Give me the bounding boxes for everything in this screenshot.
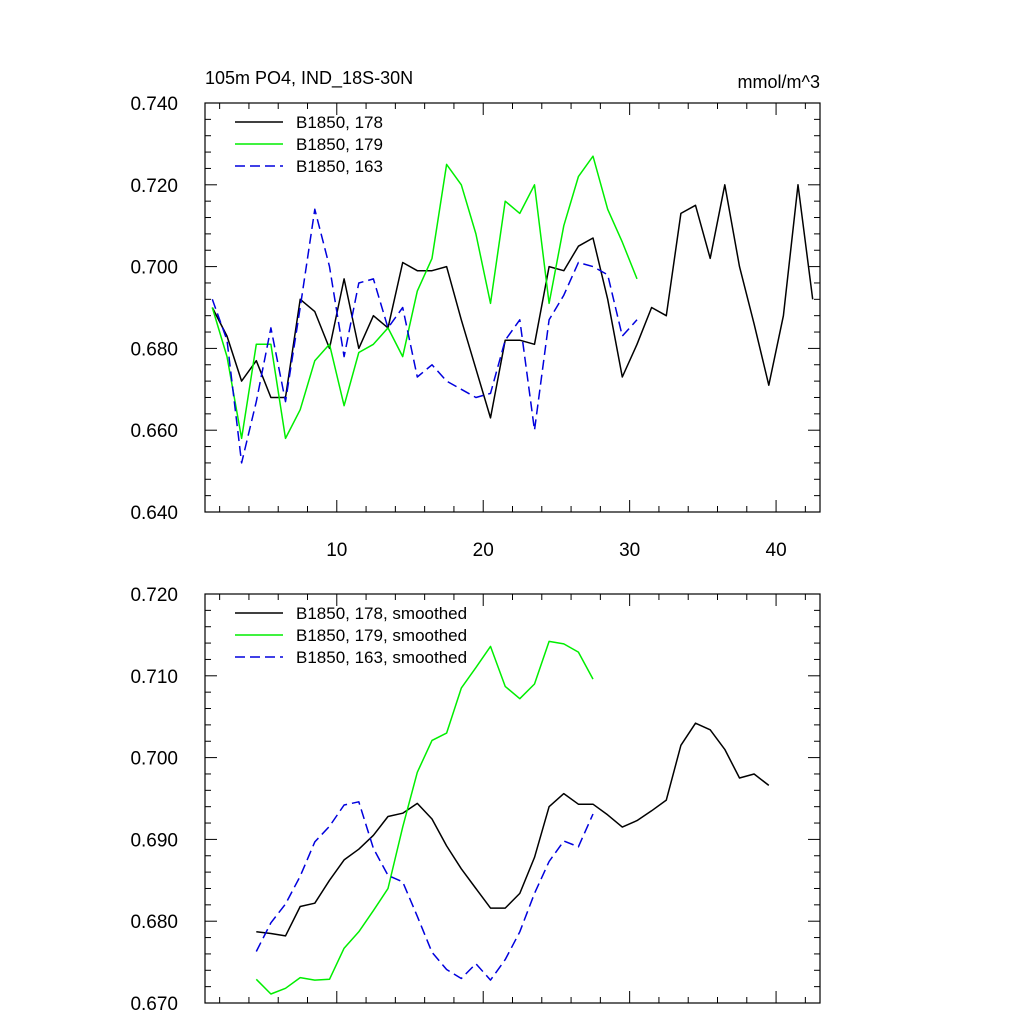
chart2-y-tick-label: 0.670	[130, 994, 178, 1015]
chart1-y-tick-label: 0.640	[130, 503, 178, 524]
chart1-x-tick-label: 40	[766, 540, 787, 561]
chart2-y-tick-label: 0.680	[130, 912, 178, 933]
chart1-x-tick-label: 30	[619, 540, 640, 561]
chart1-x-tick-label: 10	[326, 540, 347, 561]
chart1-y-tick-label: 0.680	[130, 339, 178, 360]
chart1-legend-label-2: B1850, 179	[296, 135, 383, 154]
chart2-legend-label-3: B1850, 163, smoothed	[296, 648, 467, 667]
chart1-title: 105m PO4, IND_18S-30N	[205, 68, 413, 89]
chart1-y-tick-label: 0.740	[130, 94, 178, 115]
chart2-legend-label-2: B1850, 179, smoothed	[296, 626, 467, 645]
chart1-units-label: mmol/m^3	[738, 72, 820, 92]
chart2-panel: 0.670 0.680 0.690 0.700 0.710 0.720 B1850, 178…	[130, 585, 821, 1015]
chart1-series-line-3	[211, 208, 638, 464]
chart1-x-tick-label: 20	[473, 540, 494, 561]
chart2-series-line-2	[255, 640, 594, 995]
chart2-y-tick-label: 0.710	[130, 667, 178, 688]
chart2-series-line-1	[256, 722, 770, 937]
chart2-legend-label-1: B1850, 178, smoothed	[296, 604, 467, 623]
chart1-panel: 10 20 30 40 0.640 0.660 0.680 0.700 0.720 0.740 10…	[130, 68, 821, 561]
chart1-legend-label-3: B1850, 163	[296, 157, 383, 176]
chart2-y-tick-label: 0.720	[130, 585, 178, 606]
chart1-legend-label-1: B1850, 178	[296, 113, 383, 132]
chart1-series-line-1	[211, 184, 814, 419]
chart1-y-tick-label: 0.720	[130, 176, 178, 197]
chart2-y-tick-label: 0.700	[130, 749, 178, 770]
chart1-y-tick-label: 0.700	[130, 258, 178, 279]
chart1-series-line-2	[211, 155, 638, 440]
chart1-y-tick-label: 0.660	[130, 421, 178, 442]
chart2-y-tick-label: 0.690	[130, 830, 178, 851]
chart2-series-line-3	[255, 801, 594, 981]
